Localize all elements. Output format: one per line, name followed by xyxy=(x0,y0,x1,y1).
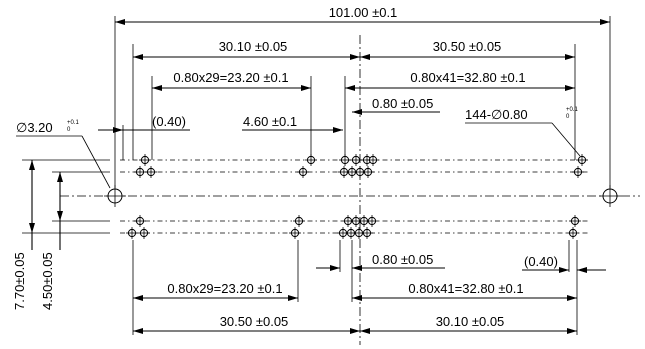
dim-edge-bottom-label: (0.40) xyxy=(524,254,558,269)
dim-vertical-outer-label: 7.70±0.05 xyxy=(12,252,27,310)
arrow xyxy=(360,328,370,334)
contact-hole xyxy=(576,154,588,166)
arrow xyxy=(57,211,63,221)
dim-pin-offset-label: 4.60 ±0.1 xyxy=(243,114,297,129)
arrow xyxy=(352,295,362,301)
arrow xyxy=(567,295,577,301)
contact-hole xyxy=(339,154,351,166)
dim-overall-label: 101.00 ±0.1 xyxy=(329,5,398,20)
contact-hole xyxy=(134,215,146,227)
dim-bottom-gap-label: 0.80 ±0.05 xyxy=(372,252,433,267)
contact-hole xyxy=(567,227,579,239)
arrow xyxy=(350,54,360,60)
arrow xyxy=(352,109,362,115)
pin-hole-dia-label: ∅3.20 xyxy=(16,120,53,135)
arrow xyxy=(133,295,143,301)
dim-bottom-right-span-label: 30.10 ±0.05 xyxy=(436,314,505,329)
dim-vertical-inner-label: 4.50±0.05 xyxy=(40,252,55,310)
arrow xyxy=(113,127,123,133)
arrow xyxy=(352,265,362,271)
arrow xyxy=(115,19,125,25)
contact-hole xyxy=(289,227,301,239)
contact-hole xyxy=(305,154,317,166)
dim-bottom-left-span-label: 30.50 ±0.05 xyxy=(220,314,289,329)
contact-hole xyxy=(350,154,362,166)
dim-top-gap-label: 0.80 ±0.05 xyxy=(372,96,433,111)
pin-hole-tol-upper: +0.1 xyxy=(67,120,80,126)
arrow xyxy=(600,19,610,25)
arrow xyxy=(29,160,35,170)
dim-top-left-pitch-label: 0.80x29=23.20 ±0.1 xyxy=(173,70,288,85)
left-pin-hole xyxy=(104,185,126,207)
contact-hole xyxy=(361,227,373,239)
dim-top-left-span-label: 30.10 ±0.05 xyxy=(219,39,288,54)
contact-hole xyxy=(145,166,157,178)
contact-holes-tol-upper: +0.1 xyxy=(566,107,579,113)
dim-edge-top-label: (0.40) xyxy=(152,114,186,129)
arrow xyxy=(333,127,343,133)
arrow xyxy=(360,54,370,60)
contact-holes-label: 144-∅0.80 xyxy=(465,107,528,122)
contact-hole xyxy=(569,215,581,227)
arrow xyxy=(559,267,569,273)
contact-hole xyxy=(134,166,146,178)
contact-holes-tol-lower: 0 xyxy=(566,114,570,120)
contact-hole xyxy=(139,154,151,166)
arrow xyxy=(577,267,587,273)
arrow xyxy=(301,85,311,91)
arrow xyxy=(288,295,298,301)
arrow xyxy=(330,265,340,271)
arrow xyxy=(152,85,162,91)
contact-holes xyxy=(126,154,588,239)
pin-hole-tol-lower: 0 xyxy=(67,127,71,133)
contact-hole xyxy=(126,227,138,239)
contact-hole xyxy=(337,227,349,239)
arrow xyxy=(29,223,35,233)
arrow xyxy=(567,328,577,334)
contact-hole xyxy=(297,166,309,178)
dim-top-right-pitch-label: 0.80x41=32.80 ±0.1 xyxy=(410,70,525,85)
arrow xyxy=(57,172,63,182)
contact-hole xyxy=(367,154,379,166)
arrow xyxy=(133,328,143,334)
contact-hole xyxy=(362,166,374,178)
dim-bottom-left-pitch-label: 0.80x29=23.20 ±0.1 xyxy=(167,281,282,296)
dim-bottom-right-pitch-label: 0.80x41=32.80 ±0.1 xyxy=(408,281,523,296)
dim-top-right-span-label: 30.50 ±0.05 xyxy=(433,39,502,54)
right-pin-hole xyxy=(599,185,621,207)
contact-holes-leader xyxy=(551,122,581,157)
arrow xyxy=(350,328,360,334)
arrow xyxy=(133,54,143,60)
contact-hole xyxy=(293,215,305,227)
arrow xyxy=(345,85,355,91)
arrow xyxy=(565,85,575,91)
pin-hole-leader xyxy=(81,135,111,189)
contact-hole xyxy=(138,227,150,239)
contact-hole xyxy=(572,166,584,178)
contact-hole xyxy=(366,215,378,227)
arrow xyxy=(565,54,575,60)
